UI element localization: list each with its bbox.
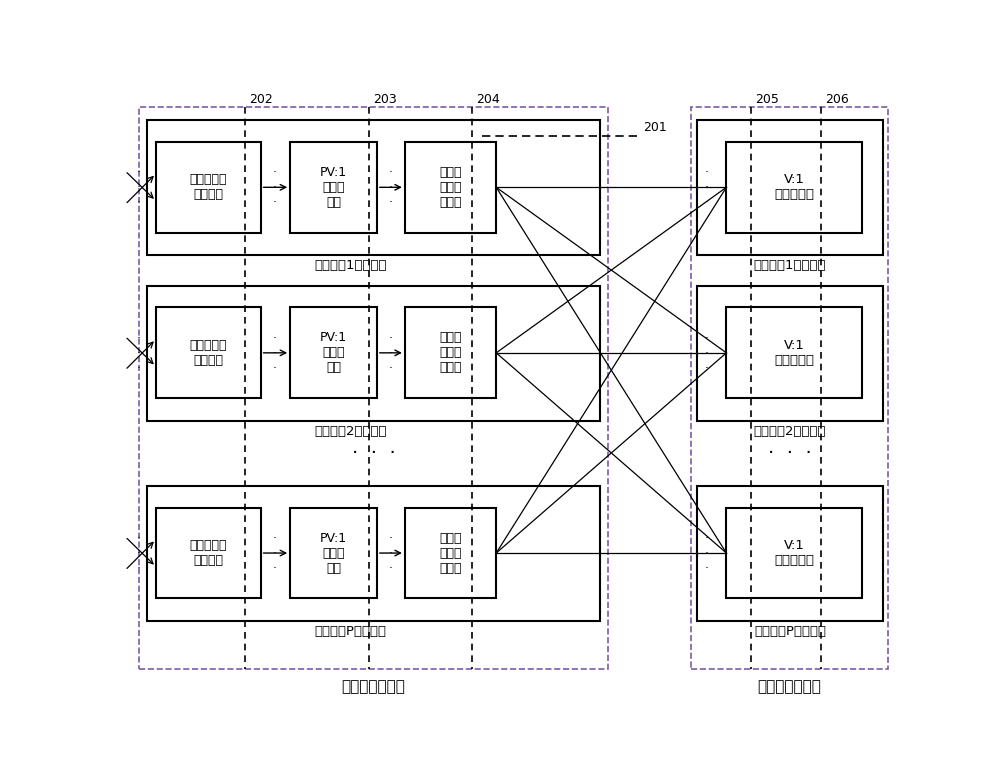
Text: 第一步分配结构: 第一步分配结构 (341, 678, 405, 694)
Text: ·
·
·: · · · (704, 166, 708, 209)
Text: 输入端口P分配单元: 输入端口P分配单元 (754, 625, 826, 638)
Text: V:1
仲裁器模块: V:1 仲裁器模块 (774, 339, 814, 367)
Text: ·  ·  ·: · · · (352, 443, 395, 463)
Text: 203: 203 (373, 93, 397, 106)
Bar (697, 486, 883, 621)
Text: PV:1
仲裁器
模块: PV:1 仲裁器 模块 (320, 331, 347, 374)
Text: PV:1
仲裁器
模块: PV:1 仲裁器 模块 (320, 531, 347, 574)
Text: ·
·
·: · · · (389, 331, 393, 375)
Text: V:1
仲裁器模块: V:1 仲裁器模块 (774, 539, 814, 567)
Text: ·
·
·: · · · (704, 331, 708, 375)
Bar (726, 142, 862, 233)
Text: ·  ·  ·: · · · (768, 443, 812, 463)
Text: ·
·
·: · · · (137, 331, 141, 375)
Bar (147, 121, 600, 255)
Bar (697, 286, 883, 421)
Text: 202: 202 (249, 93, 273, 106)
Text: ·
·
·: · · · (704, 532, 708, 575)
Text: 输出端口1分配单元: 输出端口1分配单元 (314, 259, 386, 272)
Text: ·
·
·: · · · (389, 532, 393, 575)
Text: 输入端口1分配单元: 输入端口1分配单元 (754, 259, 826, 272)
Text: 简单虚
信道分
配模块: 简单虚 信道分 配模块 (439, 531, 462, 574)
Text: ·
·
·: · · · (137, 532, 141, 575)
Text: 输出端口P分配单元: 输出端口P分配单元 (314, 625, 386, 638)
Text: 206: 206 (825, 93, 849, 106)
Bar (726, 507, 862, 598)
Text: 第二步分配结构: 第二步分配结构 (758, 678, 822, 694)
Text: 201: 201 (643, 121, 666, 134)
Text: 简单虚
信道分
配模块: 简单虚 信道分 配模块 (439, 166, 462, 209)
Bar (405, 142, 496, 233)
Bar (405, 307, 496, 398)
Bar (156, 307, 261, 398)
Text: ·
·
·: · · · (273, 166, 277, 209)
Text: 205: 205 (755, 93, 779, 106)
Bar (156, 142, 261, 233)
Text: ·
·
·: · · · (273, 532, 277, 575)
Text: ·
·
·: · · · (137, 166, 141, 209)
Text: 输出端口2分配单元: 输出端口2分配单元 (314, 425, 386, 438)
Bar (290, 307, 377, 398)
Text: ·
·
·: · · · (389, 166, 393, 209)
Bar (697, 121, 883, 255)
Bar (691, 107, 888, 669)
Bar (147, 486, 600, 621)
Text: V:1
仲裁器模块: V:1 仲裁器模块 (774, 173, 814, 202)
Bar (290, 142, 377, 233)
Bar (405, 507, 496, 598)
Text: 简单虚
信道分
配模块: 简单虚 信道分 配模块 (439, 331, 462, 374)
Bar (156, 507, 261, 598)
Text: 204: 204 (476, 93, 500, 106)
Text: ·
·
·: · · · (273, 331, 277, 375)
Text: 剪除无效新
请求模块: 剪除无效新 请求模块 (190, 173, 227, 202)
Bar (290, 507, 377, 598)
Text: 剪除无效新
请求模块: 剪除无效新 请求模块 (190, 539, 227, 567)
Text: PV:1
仲裁器
模块: PV:1 仲裁器 模块 (320, 166, 347, 209)
Bar (726, 307, 862, 398)
Bar (147, 286, 600, 421)
Text: 剪除无效新
请求模块: 剪除无效新 请求模块 (190, 339, 227, 367)
Text: 输入端口2分配单元: 输入端口2分配单元 (754, 425, 826, 438)
Bar (139, 107, 608, 669)
